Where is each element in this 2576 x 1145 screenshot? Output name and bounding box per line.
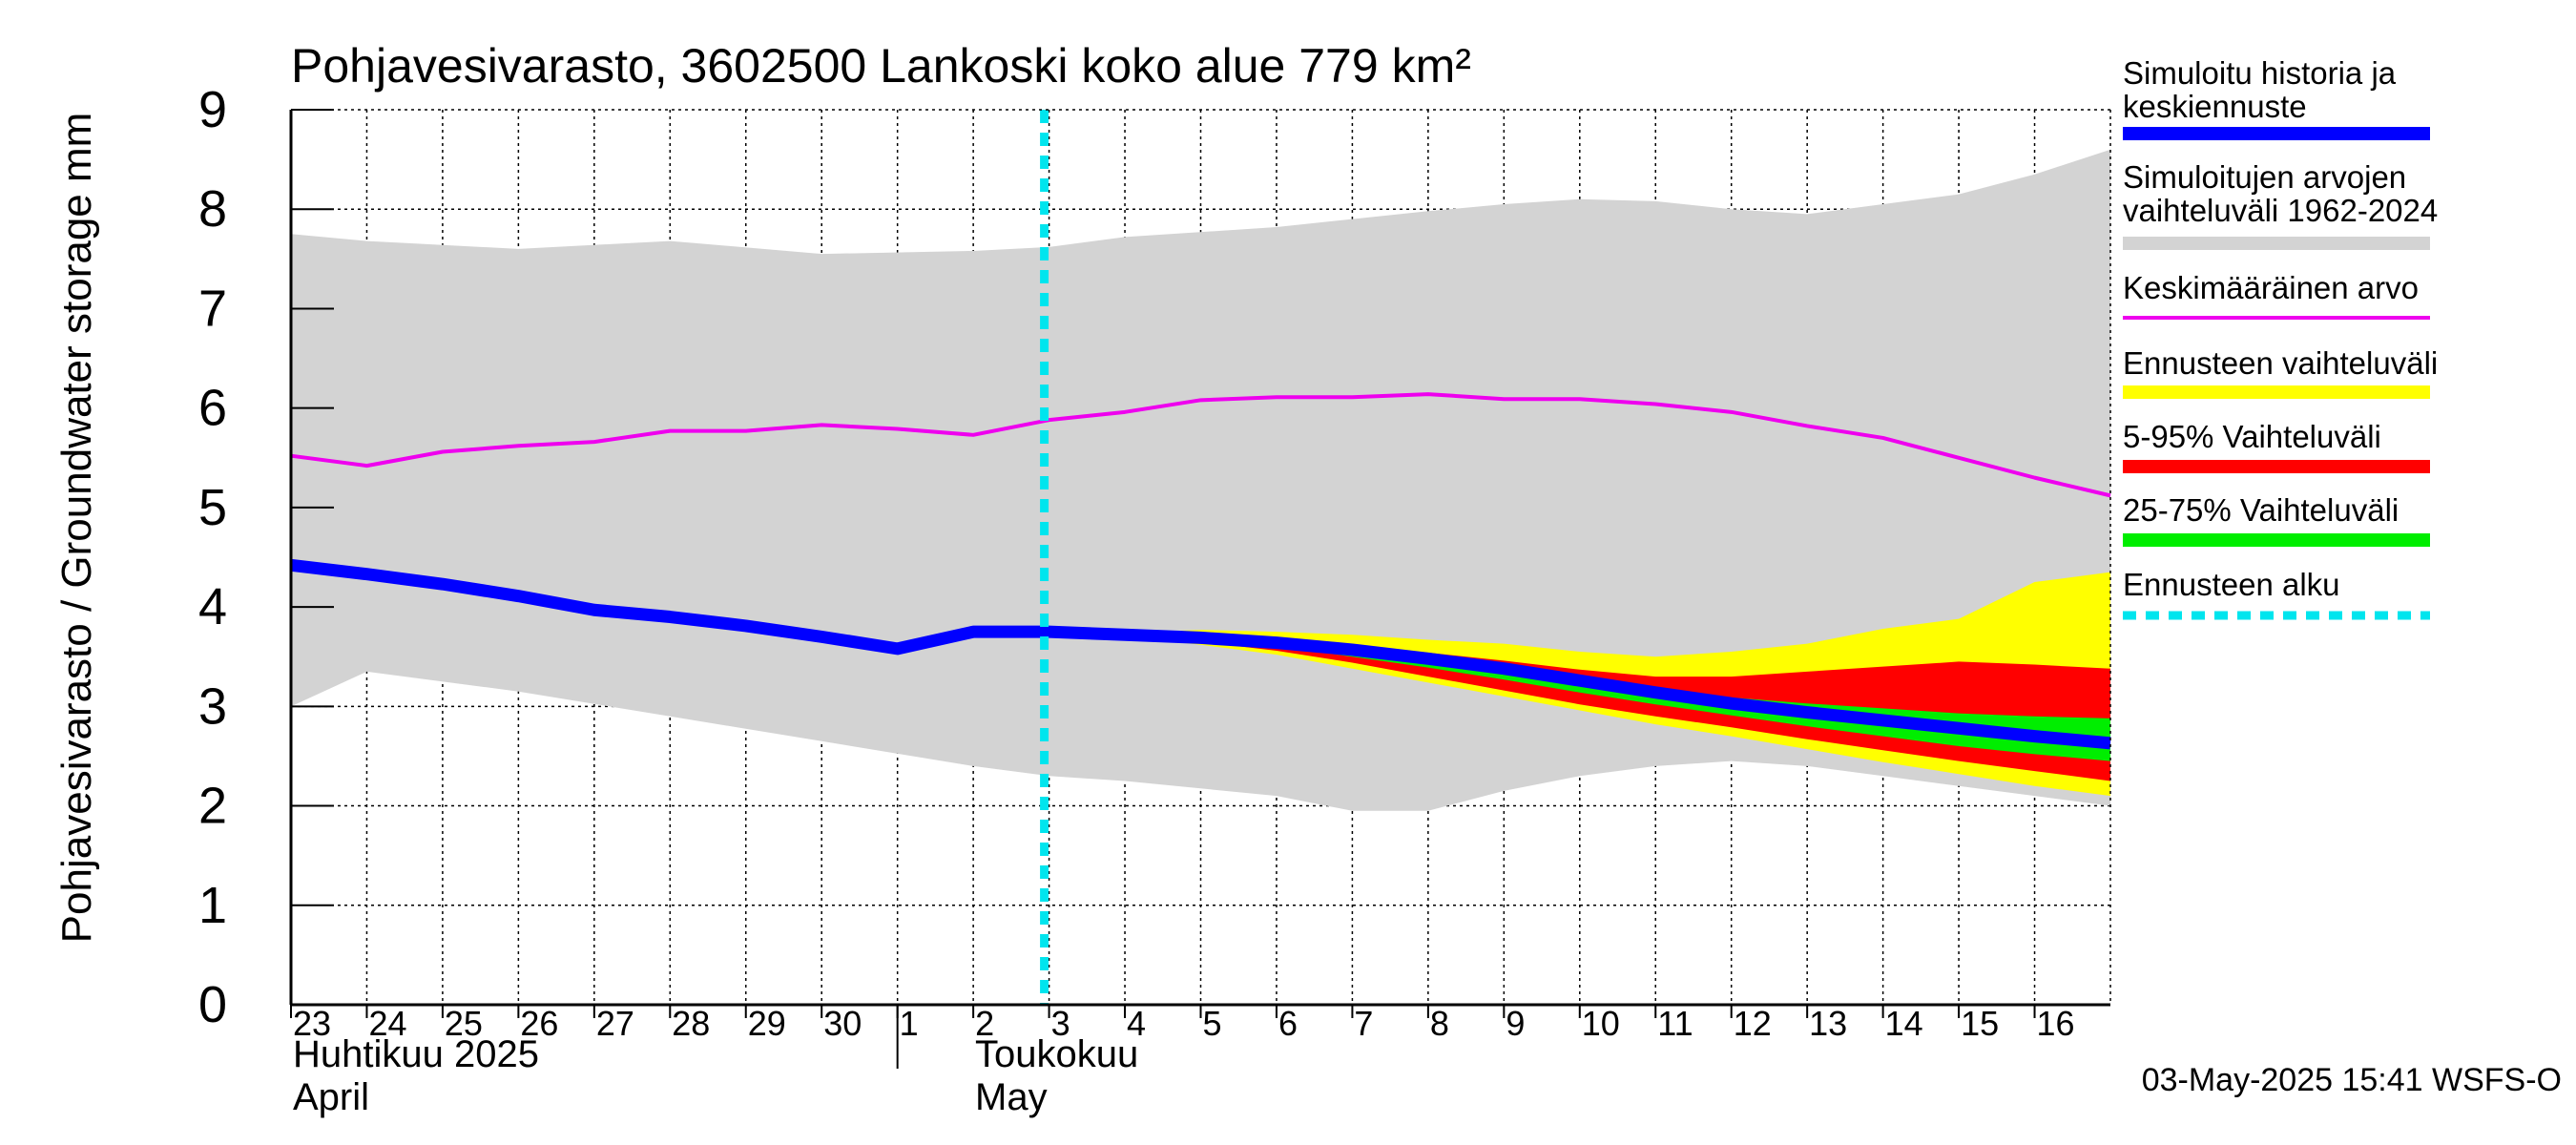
month-label-april-en: April — [293, 1076, 369, 1118]
x-tick-label-11: 11 — [1657, 1004, 1693, 1043]
x-tick-label-5: 5 — [1203, 1004, 1222, 1043]
x-tick-label-8: 8 — [1430, 1004, 1449, 1043]
x-tick-label-25: 25 — [445, 1004, 483, 1043]
x-tick-label-26: 26 — [520, 1004, 558, 1043]
y-tick-label-9: 9 — [198, 81, 227, 138]
y-tick-label-3: 3 — [198, 677, 227, 735]
y-tick-label-6: 6 — [198, 380, 227, 437]
legend-item-2-label-line2: vaihteluväli 1962-2024 — [2123, 193, 2438, 228]
legend-item-1-label: Simuloitu historia ja — [2123, 55, 2397, 91]
x-tick-label-13: 13 — [1809, 1004, 1847, 1043]
footer-timestamp: 03-May-2025 15:41 WSFS-O — [2142, 1062, 2562, 1098]
y-axis-label: Pohjavesivarasto / Groundwater storage m… — [53, 113, 100, 944]
legend-item-6-label: 25-75% Vaihteluväli — [2123, 492, 2399, 528]
x-tick-label-15: 15 — [1961, 1004, 1999, 1043]
x-tick-label-4: 4 — [1127, 1004, 1146, 1043]
y-tick-label-1: 1 — [198, 877, 227, 934]
y-tick-label-0: 0 — [198, 976, 227, 1033]
line-simuloitu-historia-ja-keskiennuste — [290, 558, 2111, 750]
month-label-may-fi: Toukokuu — [975, 1033, 1138, 1075]
y-tick-label-8: 8 — [198, 180, 227, 238]
month-label-april-fi: Huhtikuu 2025 — [293, 1033, 539, 1075]
band-25-75-vaihteluv-li — [1049, 632, 2110, 761]
x-tick-label-27: 27 — [596, 1004, 634, 1043]
x-tick-label-29: 29 — [748, 1004, 786, 1043]
x-tick-label-3: 3 — [1051, 1004, 1070, 1043]
legend-item-3-label: Keskimääräinen arvo — [2123, 270, 2419, 305]
x-tick-label-24: 24 — [368, 1004, 406, 1043]
x-tick-label-14: 14 — [1885, 1004, 1923, 1043]
band-5-95-vaihteluv-li — [1049, 632, 2110, 781]
legend-item-4-label: Ennusteen vaihteluväli — [2123, 345, 2438, 381]
chart-title: Pohjavesivarasto, 3602500 Lankoski koko … — [291, 39, 1471, 93]
x-tick-label-23: 23 — [293, 1004, 331, 1043]
x-tick-label-28: 28 — [672, 1004, 710, 1043]
legend-item-2-label: Simuloitujen arvojen — [2123, 159, 2406, 195]
x-tick-label-7: 7 — [1354, 1004, 1373, 1043]
month-label-may-en: May — [975, 1076, 1048, 1118]
x-tick-label-12: 12 — [1734, 1004, 1772, 1043]
y-tick-label-2: 2 — [198, 778, 227, 835]
x-tick-label-16: 16 — [2037, 1004, 2075, 1043]
x-tick-label-2: 2 — [975, 1004, 994, 1043]
legend-item-1-label-line2: keskiennuste — [2123, 89, 2307, 124]
x-tick-label-30: 30 — [823, 1004, 862, 1043]
line-keskim-r-inen-arvo — [290, 392, 2111, 498]
x-tick-label-9: 9 — [1506, 1004, 1525, 1043]
band-simuloitujen-arvojen-vaihteluv-li-1962-2024 — [291, 149, 2110, 811]
legend-item-5-label: 5-95% Vaihteluväli — [2123, 419, 2381, 454]
x-tick-label-1: 1 — [900, 1004, 919, 1043]
y-tick-label-7: 7 — [198, 280, 227, 337]
legend-item-7-label: Ennusteen alku — [2123, 567, 2340, 602]
x-tick-label-10: 10 — [1582, 1004, 1620, 1043]
x-tick-label-6: 6 — [1278, 1004, 1298, 1043]
y-tick-label-5: 5 — [198, 479, 227, 536]
y-tick-label-4: 4 — [198, 578, 227, 635]
